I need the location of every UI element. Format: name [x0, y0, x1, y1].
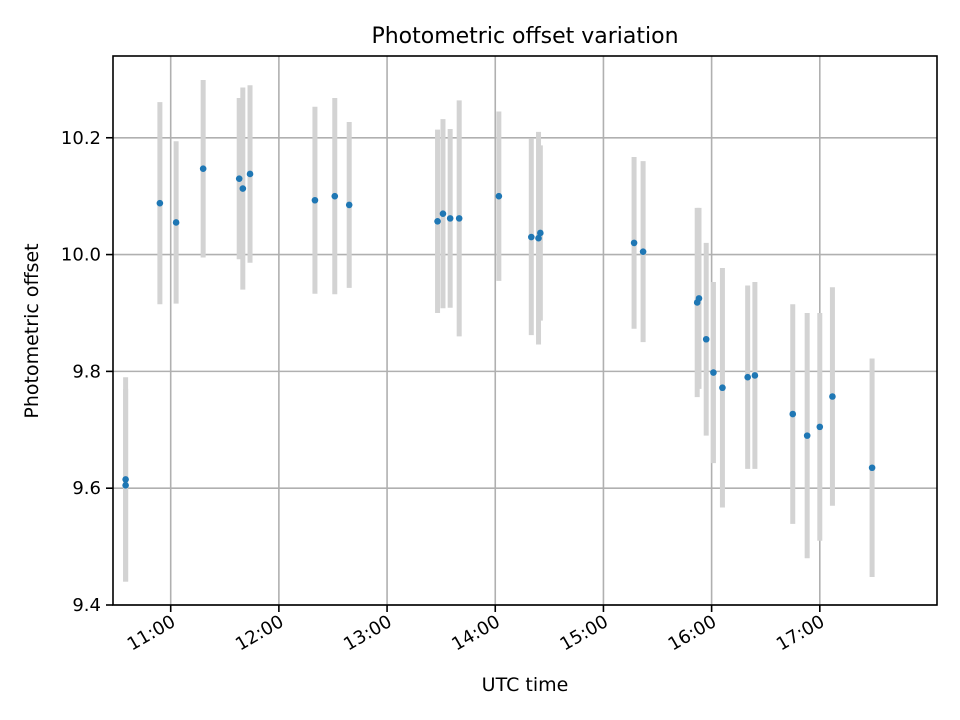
data-point: [744, 373, 751, 381]
data-point: [434, 217, 441, 225]
data-point: [868, 464, 876, 472]
data-point: [789, 410, 797, 418]
y-tick-label: 10.2: [61, 128, 101, 149]
y-tick-label: 9.6: [72, 478, 101, 499]
data-point: [535, 234, 542, 242]
data-point: [639, 248, 647, 255]
data-point: [710, 369, 717, 376]
data-point: [331, 192, 339, 200]
data-point: [439, 210, 447, 217]
data-point: [199, 165, 207, 173]
data-point: [235, 175, 243, 182]
data-point: [455, 215, 463, 222]
data-point: [829, 393, 836, 400]
data-point: [751, 372, 759, 379]
data-point: [803, 432, 811, 439]
plot-frame: [112, 55, 938, 606]
data-point: [446, 215, 454, 222]
data-point: [528, 233, 535, 241]
data-point: [719, 384, 726, 392]
data-point: [345, 201, 353, 209]
data-point: [495, 192, 503, 200]
data-point: [246, 170, 254, 178]
data-point: [630, 239, 638, 247]
y-tick-label: 9.4: [72, 595, 101, 616]
y-tick-label: 9.8: [72, 361, 101, 382]
data-point: [311, 196, 319, 204]
y-tick-label: 10.0: [61, 245, 101, 266]
data-point: [816, 423, 824, 431]
x-axis-label: UTC time: [482, 674, 569, 696]
data-points: [122, 165, 876, 489]
y-axis-label: Photometric offset: [21, 243, 43, 418]
data-point: [537, 229, 544, 237]
data-point: [122, 476, 129, 483]
data-point: [122, 481, 129, 489]
data-point: [239, 185, 247, 192]
data-point: [702, 335, 710, 343]
chart-title: Photometric offset variation: [371, 24, 678, 49]
data-point: [156, 199, 164, 207]
data-point: [695, 295, 703, 302]
data-point: [172, 219, 180, 226]
